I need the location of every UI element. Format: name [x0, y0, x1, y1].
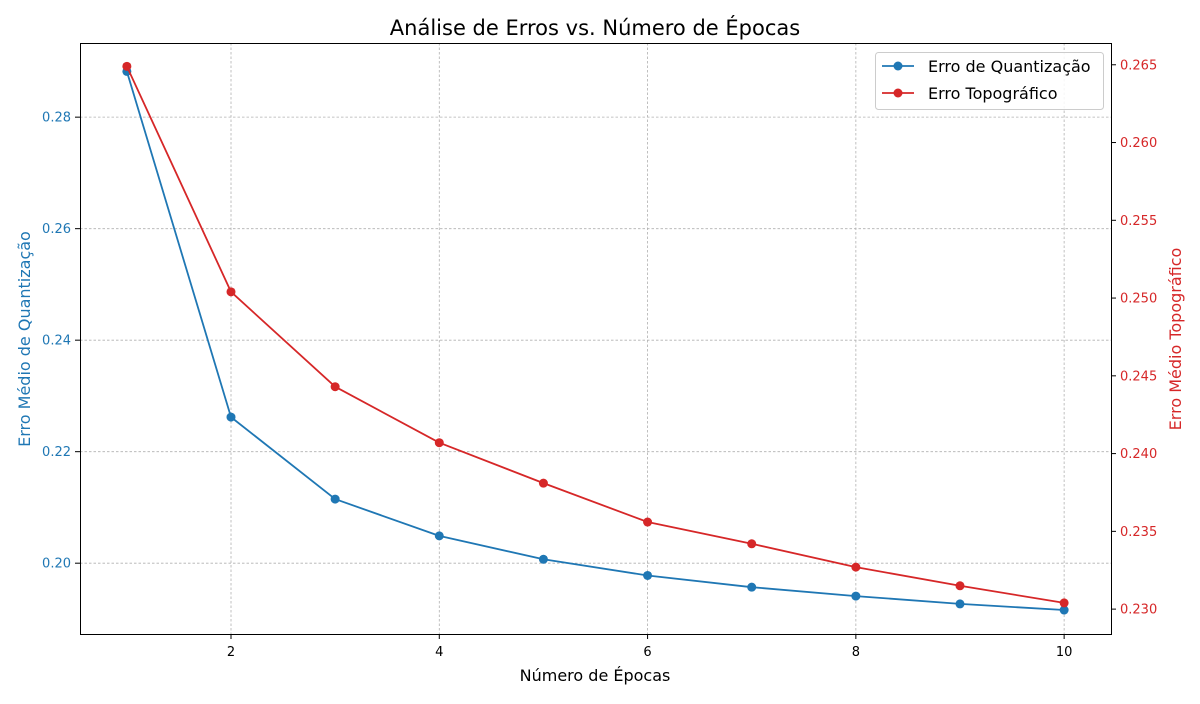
data-point-quantizacao	[747, 582, 757, 592]
data-point-topografico	[226, 287, 236, 297]
chart-title: Análise de Erros vs. Número de Épocas	[390, 15, 800, 40]
data-point-topografico	[538, 478, 548, 488]
legend-box	[875, 52, 1104, 110]
x-axis-label: Número de Épocas	[520, 666, 671, 685]
left-y-tick-label: 0.26	[42, 222, 71, 237]
right-y-tick-label: 0.240	[1120, 447, 1157, 462]
left-y-axis-ticks: 0.20 0.22 0.24 0.26 0.28	[42, 111, 80, 572]
x-tick-label: 4	[435, 645, 443, 660]
left-y-tick-label: 0.20	[42, 557, 71, 572]
x-tick-label: 2	[227, 645, 235, 660]
plot-frame	[80, 43, 1112, 635]
data-point-topografico	[122, 61, 132, 71]
data-point-topografico	[955, 581, 965, 591]
right-y-tick-label: 0.260	[1120, 136, 1157, 151]
legend-label-topografico: Erro Topográfico	[928, 84, 1058, 103]
legend: Erro de Quantização Erro Topográfico	[875, 52, 1104, 110]
right-y-tick-label: 0.250	[1120, 292, 1157, 307]
right-y-tick-label: 0.265	[1120, 58, 1157, 73]
data-point-quantizacao	[434, 531, 444, 541]
data-point-quantizacao	[330, 494, 340, 504]
series-line-quantizacao	[125, 71, 1065, 611]
left-y-tick-label: 0.28	[42, 111, 71, 126]
right-y-tick-label: 0.245	[1120, 369, 1157, 384]
data-point-topografico	[747, 539, 757, 549]
data-point-quantizacao	[538, 554, 548, 564]
left-y-axis-label: Erro Médio de Quantização	[15, 231, 34, 447]
x-axis-ticks: 2 4 6 8 10	[227, 634, 1073, 660]
series-line-topografico	[126, 65, 1065, 604]
data-point-quantizacao	[643, 570, 653, 580]
legend-marker-quantizacao	[893, 61, 903, 71]
x-tick-label: 6	[643, 645, 651, 660]
data-point-topografico	[1059, 598, 1069, 608]
right-y-tick-label: 0.255	[1120, 214, 1157, 229]
data-point-quantizacao	[1059, 605, 1069, 615]
data-point-quantizacao	[851, 591, 861, 601]
right-y-axis-label: Erro Médio Topográfico	[1166, 248, 1185, 431]
x-tick-label: 8	[852, 645, 860, 660]
right-y-tick-label: 0.235	[1120, 525, 1157, 540]
data-point-quantizacao	[226, 412, 236, 422]
data-point-topografico	[643, 517, 653, 527]
x-tick-label: 10	[1056, 645, 1073, 660]
left-y-tick-label: 0.22	[42, 445, 71, 460]
legend-marker-topografico	[893, 88, 903, 98]
right-y-tick-label: 0.230	[1120, 603, 1157, 618]
series-layer	[122, 61, 1069, 615]
right-y-axis-ticks: 0.230 0.235 0.240 0.245 0.250 0.255 0.260 0.265	[1111, 58, 1157, 618]
data-point-topografico	[434, 438, 444, 448]
data-point-quantizacao	[955, 599, 965, 609]
data-point-topografico	[330, 382, 340, 392]
left-y-tick-label: 0.24	[42, 334, 71, 349]
grid-lines	[80, 43, 1111, 634]
legend-label-quantizacao: Erro de Quantização	[928, 57, 1091, 76]
data-point-topografico	[851, 562, 861, 572]
